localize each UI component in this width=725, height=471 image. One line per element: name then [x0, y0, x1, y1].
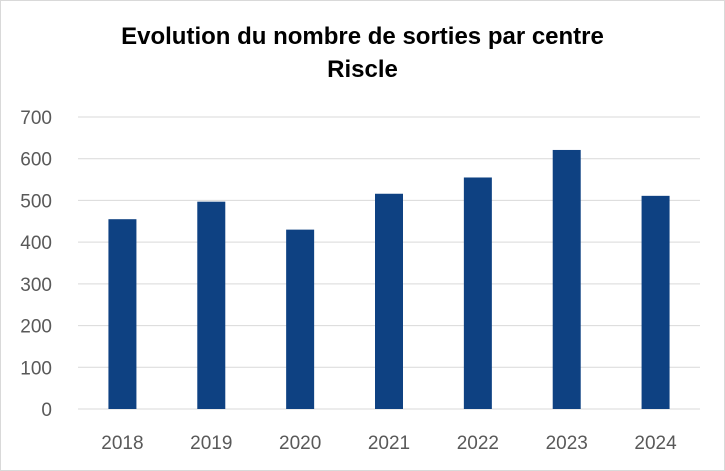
bar-2018 [108, 219, 137, 409]
y-tick-label: 400 [20, 233, 52, 254]
chart-subtitle: Riscle [327, 56, 398, 83]
x-tick-label: 2022 [457, 433, 499, 454]
bar-2021 [375, 193, 403, 409]
x-tick-label: 2019 [190, 433, 232, 454]
x-tick-label: 2024 [634, 433, 677, 454]
x-tick-label: 2020 [279, 433, 321, 454]
x-tick-label: 2023 [546, 433, 588, 454]
x-tick-label: 2021 [368, 433, 410, 454]
bar-2024 [641, 195, 670, 409]
bar-2019 [197, 201, 226, 409]
x-tick-label: 2018 [101, 433, 143, 454]
y-tick-label: 0 [41, 400, 52, 421]
y-tick-label: 300 [20, 275, 52, 296]
y-tick-label: 200 [20, 317, 52, 338]
bar-2022 [463, 177, 492, 409]
y-tick-label: 600 [20, 150, 52, 171]
bar-2020 [286, 229, 315, 409]
bars [108, 149, 670, 409]
chart-title: Evolution du nombre de sorties par centr… [121, 23, 604, 50]
chart-title-block: Evolution du nombre de sorties par centr… [0, 20, 725, 86]
y-axis-ticks: 0 100 200 300 400 500 600 700 [20, 108, 52, 421]
y-tick-label: 500 [20, 191, 52, 212]
y-tick-label: 100 [20, 358, 52, 379]
x-axis-ticks: 2018 2019 2020 2021 2022 2023 2024 [101, 433, 677, 454]
y-tick-label: 700 [20, 108, 52, 129]
bar-2023 [552, 149, 581, 409]
